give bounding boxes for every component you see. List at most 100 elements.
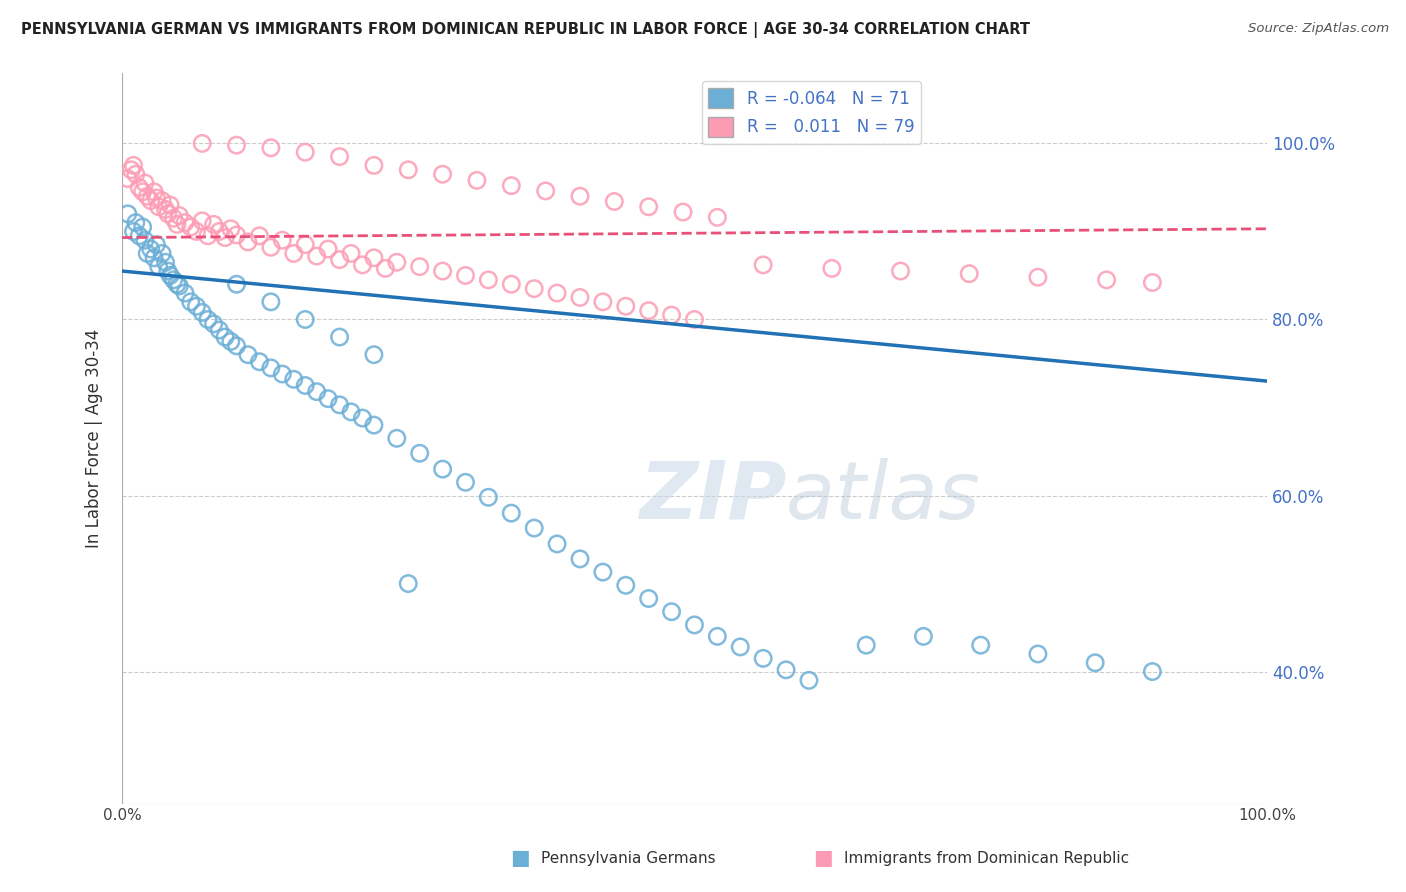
Point	[592, 294, 614, 309]
Point	[385, 431, 408, 445]
Point	[569, 290, 592, 304]
Point	[432, 167, 454, 181]
Point	[155, 255, 177, 269]
Point	[970, 638, 993, 652]
Point	[465, 173, 488, 187]
Point	[409, 446, 432, 460]
Point	[797, 673, 820, 688]
Point	[1095, 273, 1118, 287]
Point	[454, 268, 477, 283]
Point	[283, 246, 305, 260]
Text: ■: ■	[510, 848, 530, 868]
Point	[1084, 656, 1107, 670]
Point	[683, 312, 706, 326]
Point	[145, 191, 167, 205]
Point	[260, 294, 283, 309]
Point	[385, 255, 408, 269]
Point	[546, 286, 568, 301]
Point	[501, 506, 523, 520]
Point	[409, 260, 432, 274]
Point	[122, 158, 145, 172]
Point	[225, 277, 247, 292]
Point	[396, 576, 419, 591]
Point	[208, 224, 231, 238]
Point	[683, 618, 706, 632]
Point	[236, 235, 259, 249]
Point	[156, 207, 179, 221]
Point	[136, 246, 159, 260]
Text: ■: ■	[813, 848, 832, 868]
Point	[117, 207, 139, 221]
Point	[294, 312, 316, 326]
Point	[477, 273, 499, 287]
Point	[169, 279, 191, 293]
Point	[672, 205, 695, 219]
Point	[294, 378, 316, 392]
Point	[1142, 276, 1164, 290]
Point	[363, 158, 385, 172]
Point	[150, 246, 173, 260]
Point	[271, 233, 294, 247]
Point	[225, 227, 247, 242]
Point	[139, 242, 162, 256]
Point	[363, 418, 385, 433]
Point	[396, 162, 419, 177]
Point	[148, 200, 170, 214]
Point	[225, 339, 247, 353]
Point	[501, 178, 523, 193]
Point	[305, 384, 328, 399]
Point	[432, 462, 454, 476]
Point	[294, 237, 316, 252]
Point	[162, 273, 184, 287]
Text: Immigrants from Dominican Republic: Immigrants from Dominican Republic	[844, 851, 1129, 865]
Point	[637, 303, 659, 318]
Point	[294, 145, 316, 160]
Point	[363, 348, 385, 362]
Point	[501, 277, 523, 292]
Point	[169, 209, 191, 223]
Point	[316, 392, 339, 406]
Point	[150, 194, 173, 208]
Point	[134, 233, 156, 247]
Point	[180, 294, 202, 309]
Point	[329, 252, 352, 267]
Point	[374, 261, 396, 276]
Point	[202, 218, 225, 232]
Point	[614, 578, 637, 592]
Text: Pennsylvania Germans: Pennsylvania Germans	[541, 851, 716, 865]
Point	[208, 323, 231, 337]
Point	[186, 299, 208, 313]
Point	[180, 220, 202, 235]
Y-axis label: In Labor Force | Age 30-34: In Labor Force | Age 30-34	[86, 328, 103, 548]
Point	[156, 264, 179, 278]
Point	[352, 258, 374, 272]
Point	[775, 663, 797, 677]
Point	[174, 286, 197, 301]
Point	[730, 640, 752, 654]
Point	[890, 264, 912, 278]
Point	[159, 198, 181, 212]
Text: PENNSYLVANIA GERMAN VS IMMIGRANTS FROM DOMINICAN REPUBLIC IN LABOR FORCE | AGE 3: PENNSYLVANIA GERMAN VS IMMIGRANTS FROM D…	[21, 22, 1031, 38]
Point	[454, 475, 477, 490]
Point	[329, 398, 352, 412]
Point	[166, 218, 188, 232]
Point	[637, 200, 659, 214]
Point	[166, 277, 188, 292]
Point	[260, 240, 283, 254]
Point	[592, 565, 614, 579]
Point	[131, 185, 153, 199]
Point	[821, 261, 844, 276]
Text: ZIP: ZIP	[638, 458, 786, 536]
Point	[752, 651, 775, 665]
Point	[122, 224, 145, 238]
Point	[706, 211, 728, 225]
Point	[477, 490, 499, 504]
Legend: R = -0.064   N = 71, R =   0.011   N = 79: R = -0.064 N = 71, R = 0.011 N = 79	[702, 81, 921, 144]
Point	[174, 216, 197, 230]
Point	[271, 367, 294, 381]
Point	[706, 629, 728, 643]
Point	[614, 299, 637, 313]
Point	[139, 194, 162, 208]
Point	[661, 605, 683, 619]
Point	[912, 629, 935, 643]
